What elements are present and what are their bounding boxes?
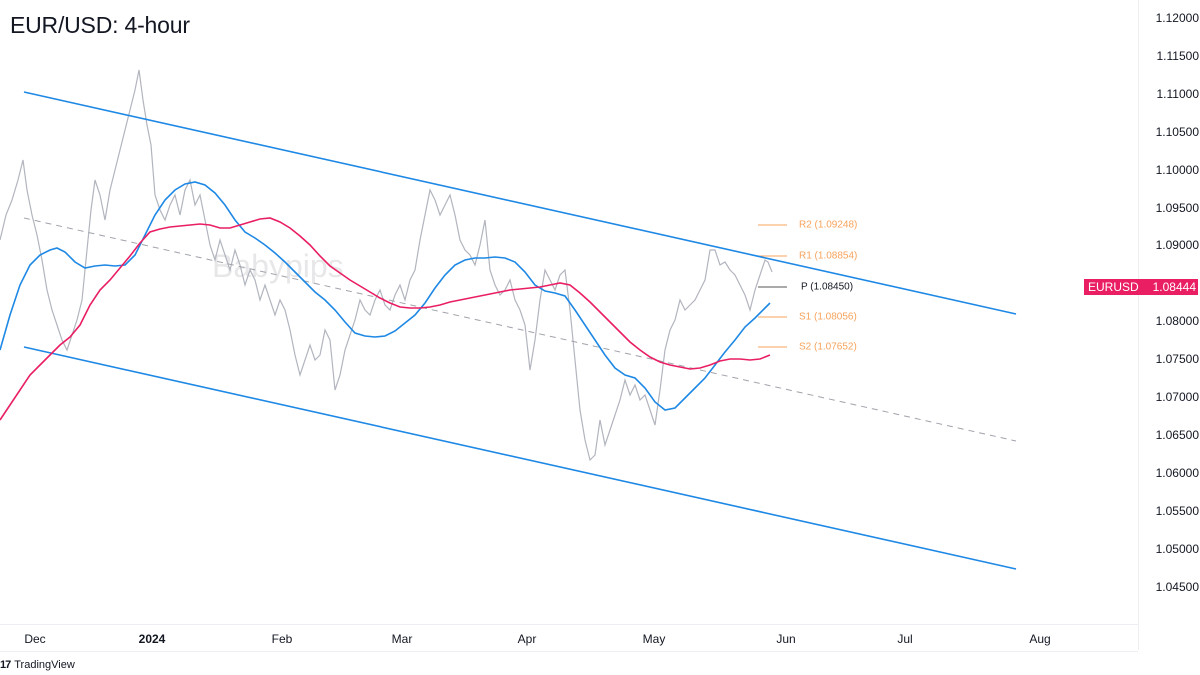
price-tick: 1.10500 (1155, 125, 1199, 139)
time-label: Jul (897, 632, 913, 646)
channel-lower-line[interactable] (23, 346, 1017, 570)
price-tick: 1.05000 (1155, 542, 1199, 556)
pivot-r2-label: R2 (1.09248) (799, 219, 858, 231)
chart-title: EUR/USD: 4-hour (10, 12, 190, 38)
time-label: May (642, 632, 666, 646)
price-tick: 1.04500 (1155, 580, 1199, 594)
time-label: Dec (24, 632, 46, 646)
current-price-tag: 1.08444 (1139, 279, 1198, 295)
time-label: Aug (1029, 632, 1051, 646)
price-tick: 1.07500 (1155, 352, 1199, 366)
time-label: Feb (271, 632, 293, 646)
price-tick: 1.12000 (1155, 11, 1199, 25)
pivot-r1-label: R1 (1.08854) (799, 250, 858, 262)
price-tick: 1.11500 (1156, 49, 1200, 63)
price-tick: 1.06500 (1155, 428, 1199, 442)
time-axis[interactable]: Dec 2024 Feb Mar Apr May Jun Jul Aug (0, 624, 1138, 652)
price-tick: 1.07000 (1155, 390, 1199, 404)
symbol-tag: EURUSD (1084, 279, 1143, 295)
channel-mid-line[interactable] (23, 217, 1017, 442)
tradingview-brand: TradingView (14, 659, 75, 671)
price-tick: 1.10000 (1155, 163, 1199, 177)
pivot-p-label: P (1.08450) (801, 281, 854, 293)
price-axis[interactable]: 1.12000 1.11500 1.11000 1.10500 1.10000 … (1138, 0, 1200, 650)
time-label: Jun (776, 632, 796, 646)
price-tick: 1.05500 (1155, 504, 1199, 518)
chart-plot[interactable] (0, 0, 1138, 624)
price-tick: 1.09000 (1155, 238, 1199, 252)
sma-long-line (0, 217, 771, 421)
time-label: 2024 (138, 632, 166, 646)
price-series (0, 69, 773, 462)
price-tick: 1.09500 (1155, 201, 1199, 215)
time-label: Apr (517, 632, 537, 646)
time-label: Mar (391, 632, 413, 646)
price-tick: 1.06000 (1155, 466, 1199, 480)
pivot-s2-label: S2 (1.07652) (799, 341, 857, 353)
tradingview-footer[interactable]: 17 TradingView (0, 659, 75, 671)
price-tick: 1.08000 (1155, 314, 1199, 328)
sma-short-line (0, 181, 771, 411)
tradingview-logo-icon: 17 (0, 659, 11, 671)
pivot-s1-label: S1 (1.08056) (799, 311, 857, 323)
price-tick: 1.11000 (1156, 87, 1200, 101)
channel-upper-line[interactable] (23, 91, 1017, 315)
